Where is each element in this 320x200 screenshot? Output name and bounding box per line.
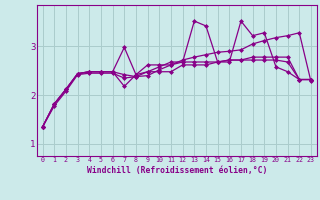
X-axis label: Windchill (Refroidissement éolien,°C): Windchill (Refroidissement éolien,°C) <box>87 166 267 175</box>
